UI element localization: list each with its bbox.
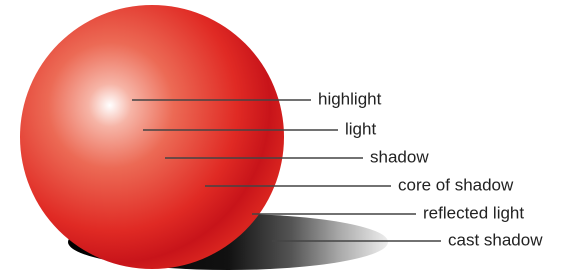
- page: highlight light shadow core of shadow re…: [0, 0, 578, 273]
- label: highlight: [318, 89, 382, 108]
- label: core of shadow: [398, 175, 514, 194]
- sphere: [20, 5, 284, 269]
- label: cast shadow: [448, 230, 543, 249]
- sphere-diagram: highlight light shadow core of shadow re…: [0, 0, 578, 273]
- label: reflected light: [423, 203, 524, 222]
- label: light: [345, 119, 376, 138]
- label: shadow: [370, 147, 429, 166]
